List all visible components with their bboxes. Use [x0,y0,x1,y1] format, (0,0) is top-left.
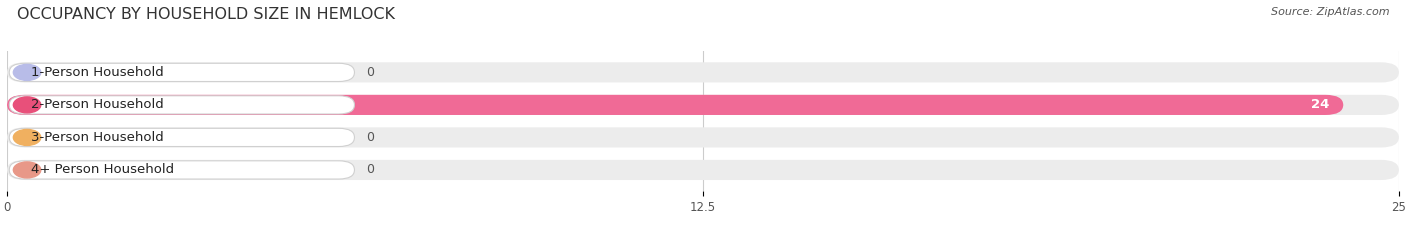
FancyBboxPatch shape [7,95,1343,115]
FancyBboxPatch shape [7,62,1399,82]
Text: Source: ZipAtlas.com: Source: ZipAtlas.com [1271,7,1389,17]
Circle shape [13,162,41,178]
Text: 1-Person Household: 1-Person Household [31,66,165,79]
FancyBboxPatch shape [10,161,354,179]
Text: 0: 0 [366,66,374,79]
Text: 0: 0 [366,131,374,144]
FancyBboxPatch shape [10,128,354,147]
FancyBboxPatch shape [10,63,354,82]
FancyBboxPatch shape [7,95,1399,115]
Text: 4+ Person Household: 4+ Person Household [31,163,174,176]
Text: 3-Person Household: 3-Person Household [31,131,165,144]
Circle shape [13,97,41,113]
Text: OCCUPANCY BY HOUSEHOLD SIZE IN HEMLOCK: OCCUPANCY BY HOUSEHOLD SIZE IN HEMLOCK [17,7,395,22]
FancyBboxPatch shape [7,160,1399,180]
Text: 2-Person Household: 2-Person Household [31,98,165,111]
Text: 0: 0 [366,163,374,176]
Circle shape [13,64,41,80]
Circle shape [13,129,41,145]
FancyBboxPatch shape [7,127,1399,147]
FancyBboxPatch shape [10,96,354,114]
Text: 24: 24 [1310,98,1330,111]
